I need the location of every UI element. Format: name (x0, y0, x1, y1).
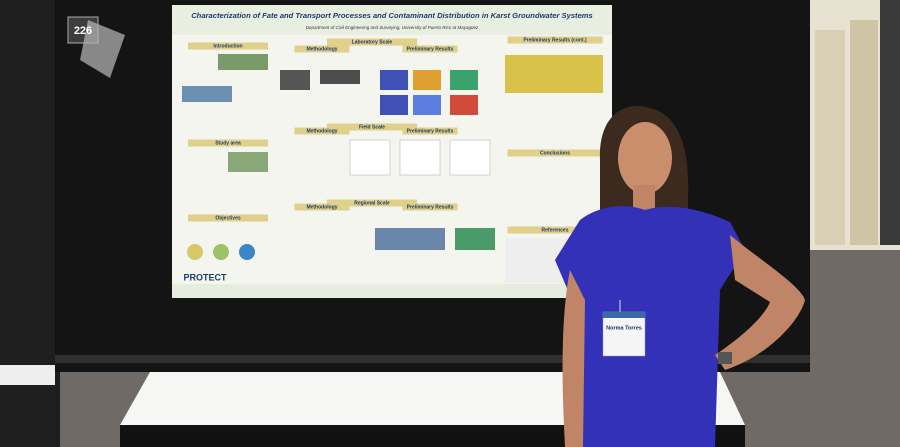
neck (633, 185, 655, 210)
section-header: Preliminary Results (407, 204, 454, 210)
logo: PROTECT (183, 272, 227, 282)
section-header: Methodology (306, 46, 337, 52)
section-bar (402, 45, 458, 53)
figure (182, 86, 232, 102)
section-header: Laboratory Scale (352, 39, 393, 45)
icon (213, 244, 229, 260)
section-header: Study area (215, 140, 241, 146)
arm (562, 270, 585, 447)
section-bar (402, 203, 458, 211)
section-bar (188, 139, 268, 147)
map (505, 55, 603, 93)
badge (602, 311, 646, 357)
poster-header (172, 5, 612, 35)
door (815, 30, 845, 245)
section-bar (507, 36, 603, 44)
poster-title: Characterization of Fate and Transport P… (191, 11, 593, 20)
plot (455, 228, 495, 250)
figure (320, 70, 360, 84)
poster-footer (172, 284, 612, 298)
section-bar (294, 203, 350, 211)
figure (450, 95, 478, 115)
figure (450, 70, 478, 90)
plastic-sleeve (80, 20, 125, 78)
left-table (0, 365, 55, 385)
figure (280, 70, 310, 90)
person: Norma Torres (555, 105, 805, 447)
section-header: Field Scale (359, 124, 385, 130)
section-bar (188, 214, 268, 222)
plot (349, 139, 391, 176)
section-bar (327, 199, 417, 207)
section-bar (294, 45, 350, 53)
section-bar (327, 123, 417, 131)
face (618, 122, 672, 194)
section-header: Methodology (306, 204, 337, 210)
section-header: Conclusions (540, 150, 570, 156)
arm (715, 235, 805, 370)
board-rail (55, 355, 810, 363)
plot (449, 139, 491, 176)
section-header: Preliminary Results (407, 46, 454, 52)
blouse (555, 206, 745, 447)
figure (380, 70, 408, 90)
section-header: Regional Scale (354, 200, 390, 206)
section-header: Introduction (213, 43, 242, 49)
figure (218, 54, 268, 70)
icon (187, 244, 203, 260)
map (375, 228, 445, 250)
badge-band (603, 312, 645, 318)
section-bar (188, 42, 268, 50)
section-bar (327, 38, 417, 46)
figure (413, 95, 441, 115)
section-bar (294, 127, 350, 135)
figure (380, 95, 408, 115)
section-header: References (542, 227, 569, 233)
poster-number: 226 (74, 25, 92, 37)
section-header: Methodology (306, 128, 337, 134)
map (228, 152, 268, 172)
poster-affiliation: Department of Civil Engineering and Surv… (306, 25, 479, 30)
door-frame (880, 0, 900, 245)
section-bar (507, 226, 603, 234)
door (850, 20, 878, 245)
badge-name: Norma Torres (606, 325, 642, 331)
watch (718, 352, 732, 364)
section-bar (507, 149, 603, 157)
section-bar (402, 127, 458, 135)
section-header: Preliminary Results (407, 128, 454, 134)
section-header: Preliminary Results (cont.) (523, 37, 587, 43)
section-header: Objectives (215, 215, 241, 221)
icon (239, 244, 255, 260)
figure (413, 70, 441, 90)
plot (399, 139, 441, 176)
poster-body: PROTECT Introduction Laboratory Scale Meth… (172, 36, 612, 298)
